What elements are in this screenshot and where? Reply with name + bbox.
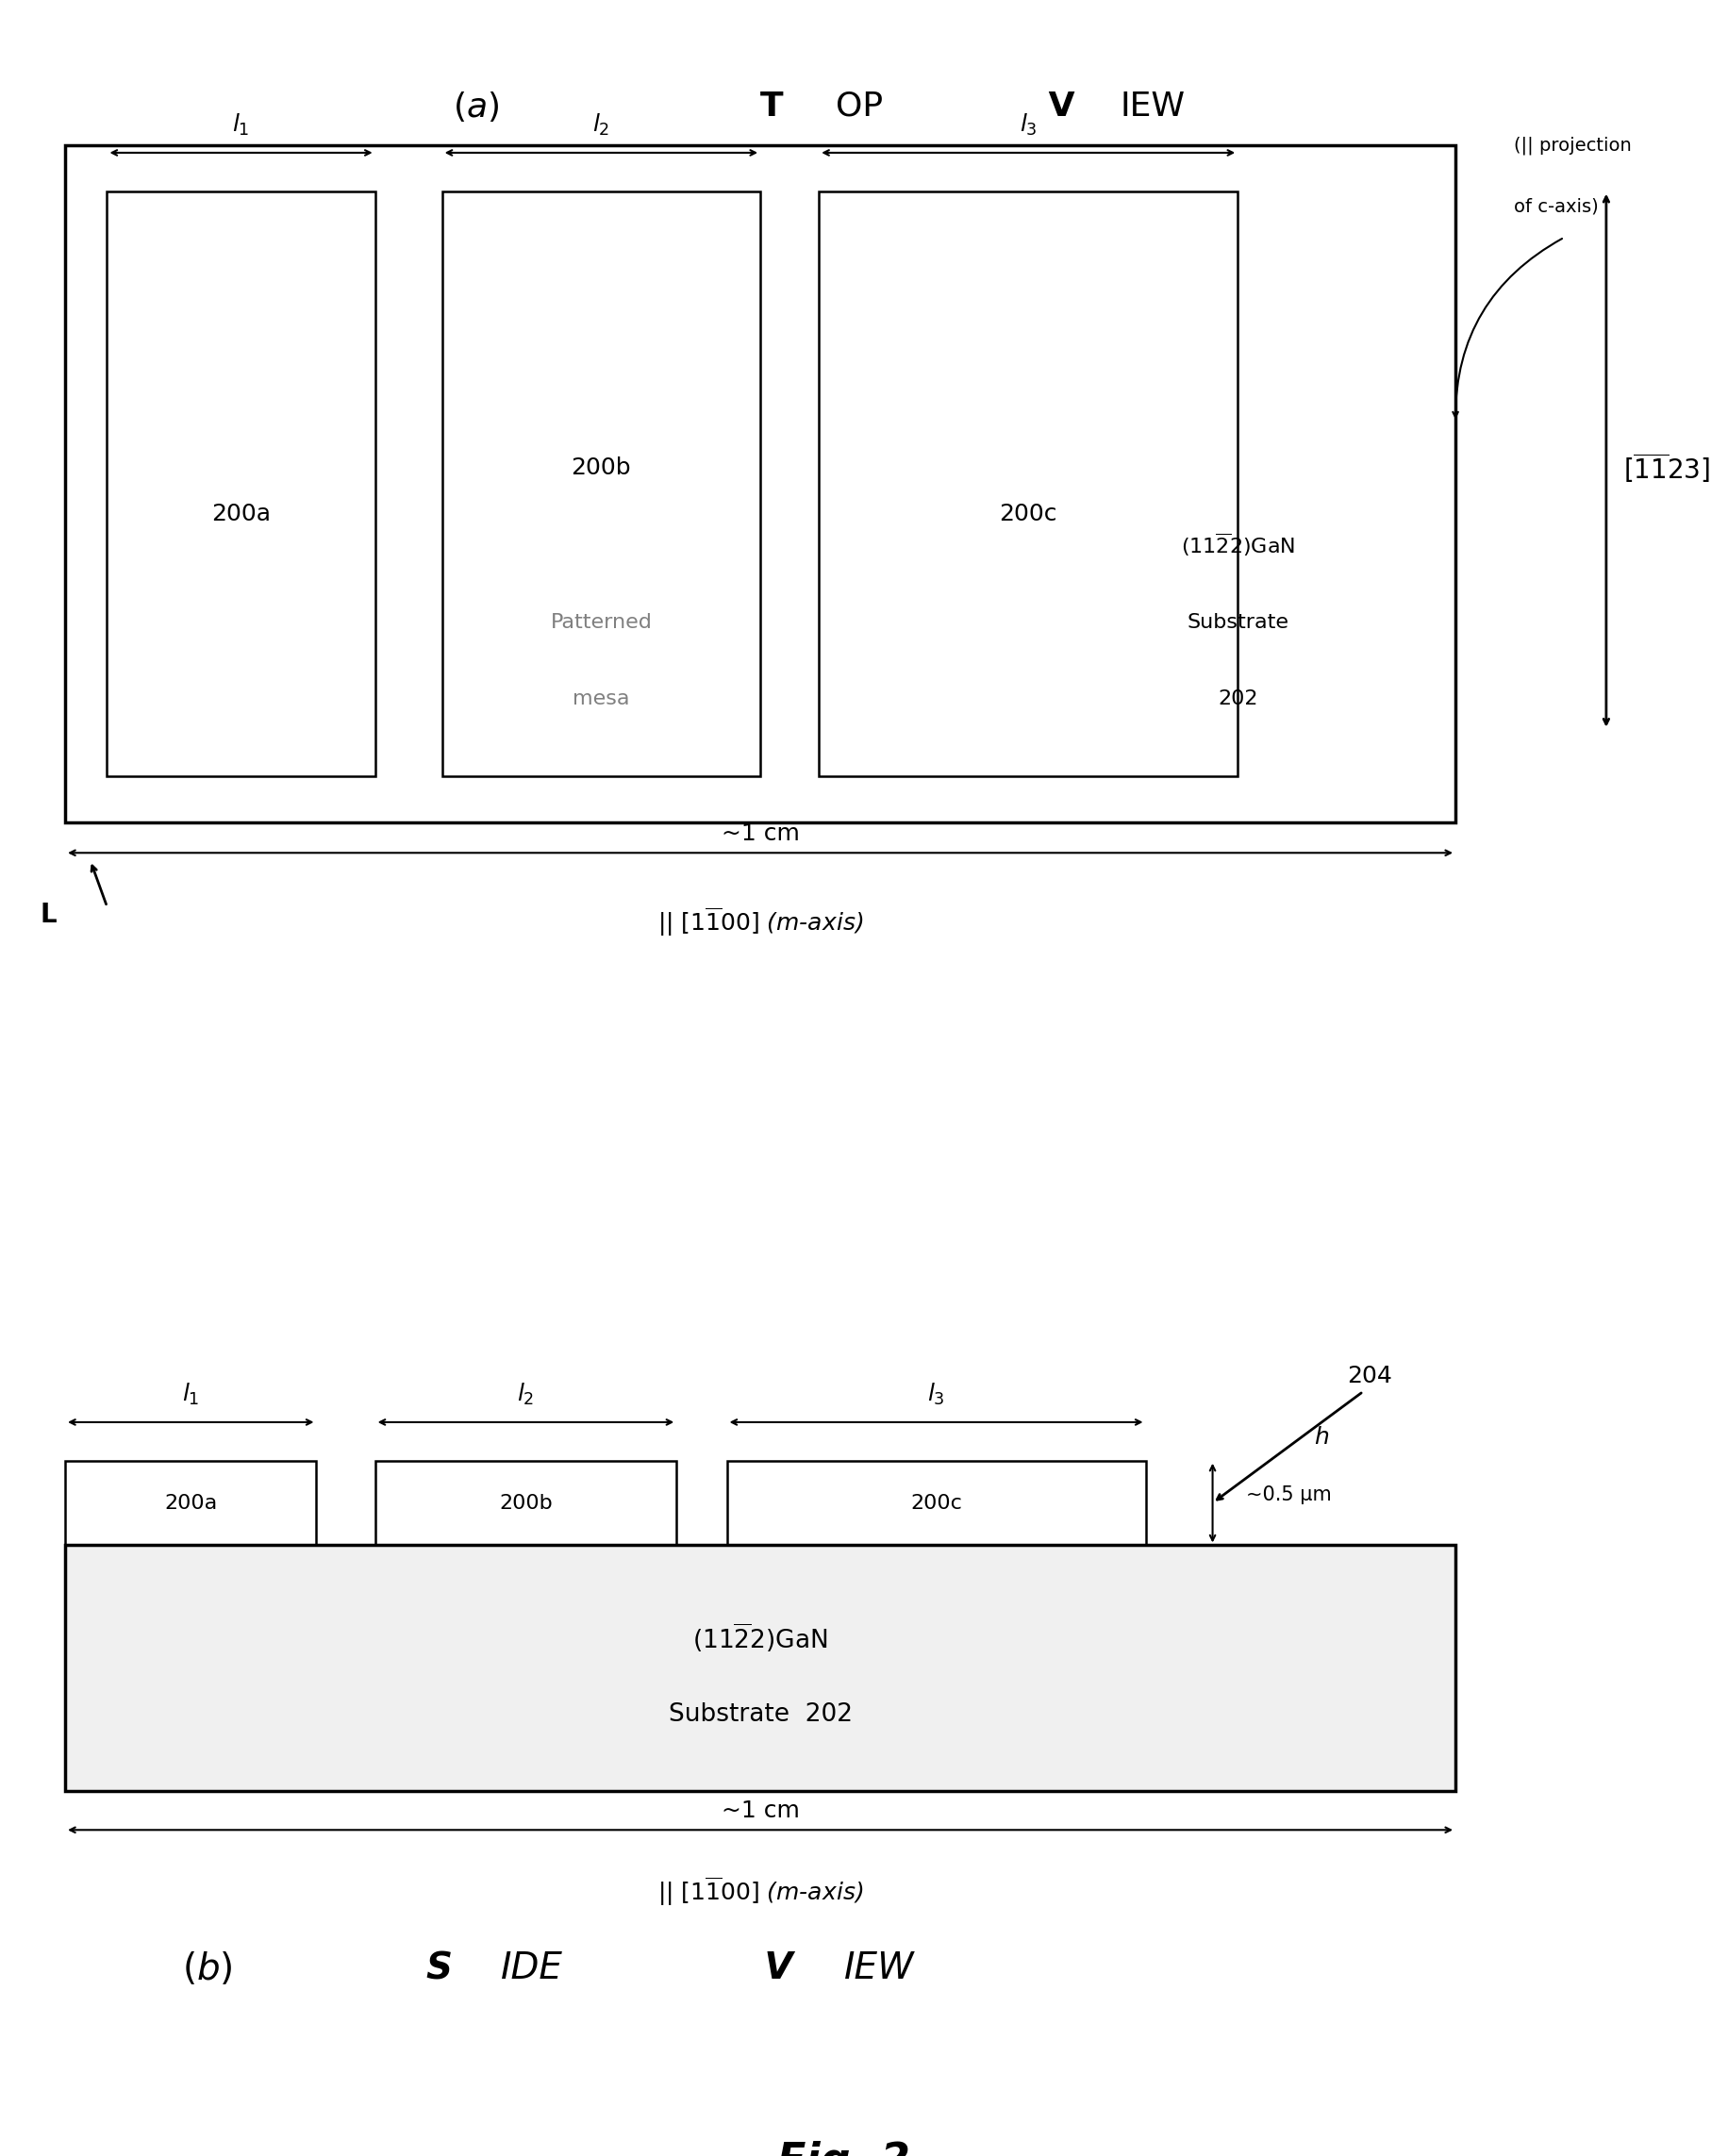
- FancyBboxPatch shape: [66, 1546, 1455, 1792]
- Text: $l_1$: $l_1$: [232, 112, 251, 138]
- Text: L: L: [40, 901, 57, 927]
- FancyBboxPatch shape: [819, 192, 1237, 776]
- FancyBboxPatch shape: [727, 1460, 1146, 1546]
- Text: V: V: [752, 1951, 793, 1986]
- Text: IEW: IEW: [1120, 91, 1185, 123]
- Text: Fig. 2: Fig. 2: [778, 2141, 911, 2156]
- Text: 200c: 200c: [911, 1494, 962, 1511]
- FancyBboxPatch shape: [442, 192, 760, 776]
- Text: S: S: [425, 1951, 451, 1986]
- Text: $||$ $[1\overline{1}00]$ ($m$-axis): $||$ $[1\overline{1}00]$ ($m$-axis): [657, 1876, 864, 1908]
- Text: ~0.5 μm: ~0.5 μm: [1246, 1485, 1332, 1505]
- Text: ~1 cm: ~1 cm: [721, 824, 800, 845]
- Text: $(11\overline{2}2)$GaN: $(11\overline{2}2)$GaN: [693, 1621, 828, 1654]
- Text: 202: 202: [1218, 690, 1258, 709]
- Text: IDE: IDE: [501, 1951, 563, 1986]
- Text: $l_2$: $l_2$: [517, 1382, 534, 1408]
- Text: $l_3$: $l_3$: [1020, 112, 1037, 138]
- Text: $||$ $[1\overline{1}00]$ ($m$-axis): $||$ $[1\overline{1}00]$ ($m$-axis): [657, 906, 864, 938]
- Text: $l_1$: $l_1$: [181, 1382, 199, 1408]
- Text: h: h: [1313, 1427, 1329, 1449]
- Text: 200c: 200c: [999, 502, 1058, 526]
- FancyBboxPatch shape: [375, 1460, 677, 1546]
- Text: $l_3$: $l_3$: [928, 1382, 945, 1408]
- Text: OP: OP: [836, 91, 883, 123]
- Text: Substrate  202: Substrate 202: [669, 1703, 852, 1727]
- Text: mesa: mesa: [572, 690, 629, 709]
- Text: $l_2$: $l_2$: [593, 112, 610, 138]
- Text: V: V: [1037, 91, 1075, 123]
- FancyBboxPatch shape: [107, 192, 375, 776]
- Text: 200a: 200a: [211, 502, 271, 526]
- Text: of c-axis): of c-axis): [1514, 198, 1598, 216]
- Text: Substrate: Substrate: [1187, 612, 1289, 632]
- Text: 200a: 200a: [164, 1494, 218, 1511]
- Text: T: T: [760, 91, 783, 123]
- Text: $(a)$: $(a)$: [453, 91, 499, 123]
- Text: ~1 cm: ~1 cm: [721, 1800, 800, 1822]
- FancyBboxPatch shape: [66, 144, 1455, 821]
- Text: $(11\overline{2}2)$GaN: $(11\overline{2}2)$GaN: [1180, 533, 1294, 558]
- Text: (|| projection: (|| projection: [1514, 136, 1631, 155]
- Text: $[\overline{1}\overline{1}23]$: $[\overline{1}\overline{1}23]$: [1623, 451, 1709, 485]
- Text: 200b: 200b: [499, 1494, 553, 1511]
- Text: $(b)$: $(b)$: [181, 1949, 233, 1988]
- FancyBboxPatch shape: [66, 1460, 316, 1546]
- Text: Patterned: Patterned: [550, 612, 651, 632]
- Text: 200b: 200b: [572, 457, 631, 479]
- Text: 204: 204: [1346, 1365, 1391, 1386]
- Text: IEW: IEW: [843, 1951, 914, 1986]
